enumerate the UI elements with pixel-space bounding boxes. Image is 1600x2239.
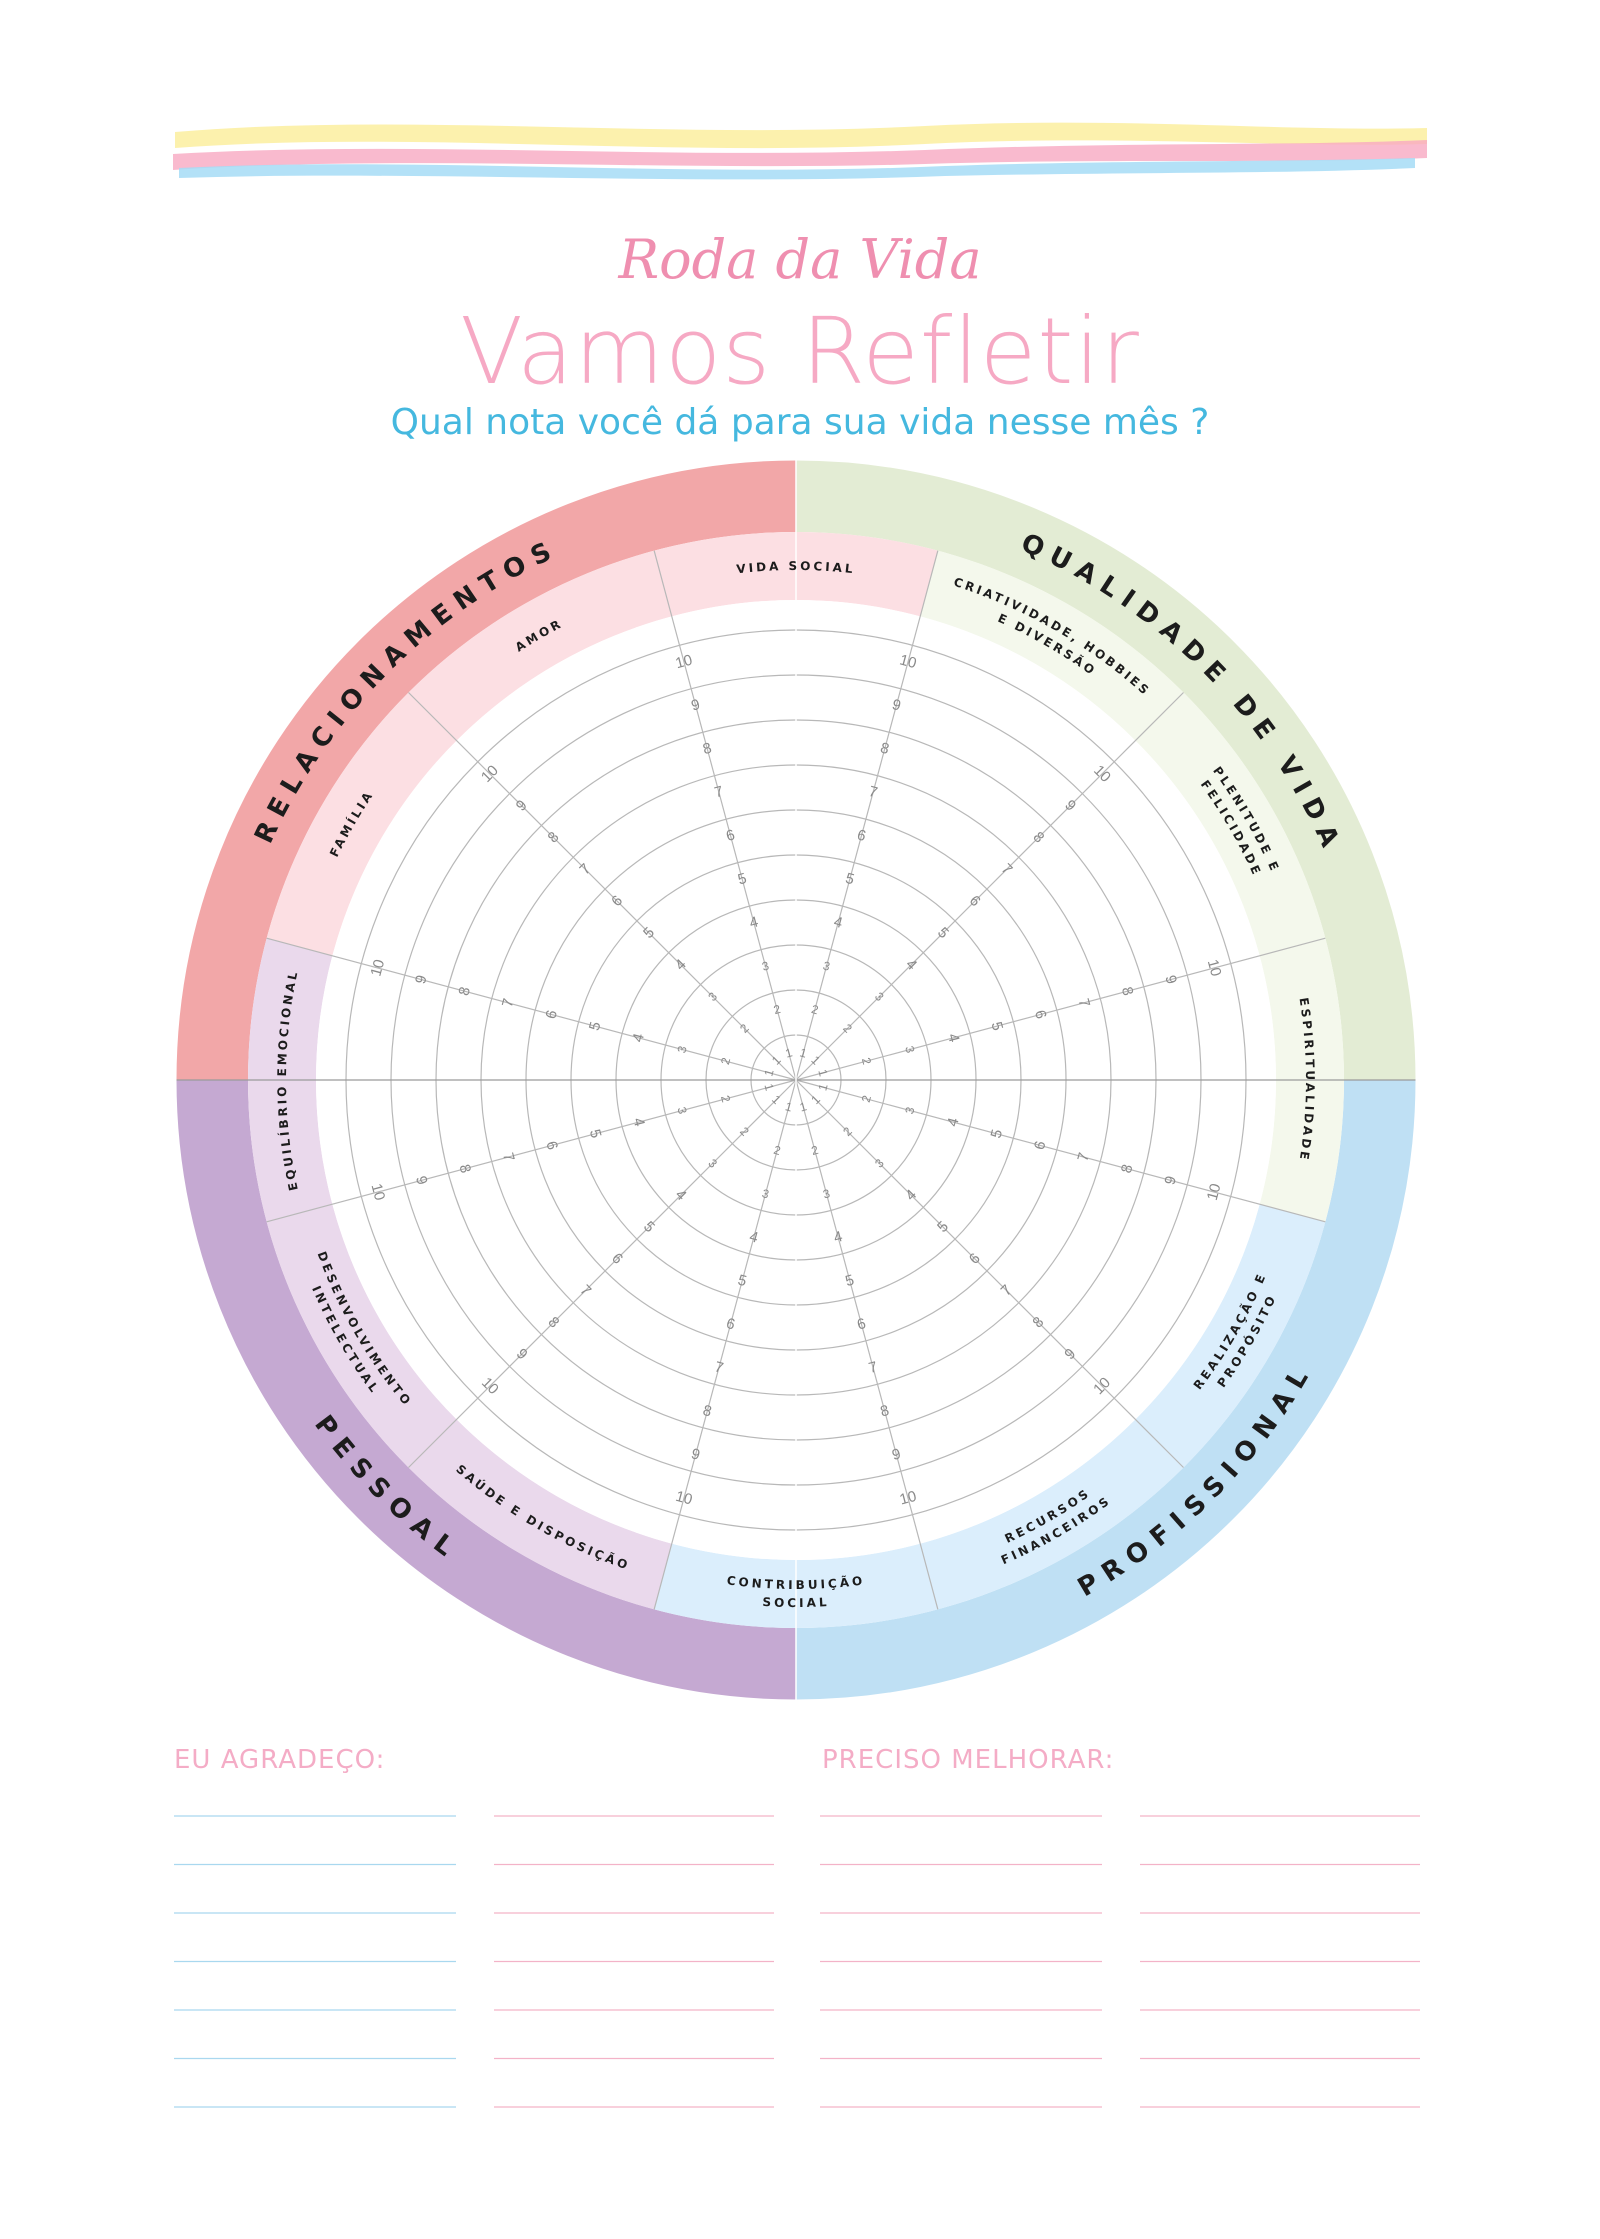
grateful-heading: EU AGRADEÇO: [174, 1745, 386, 1775]
area-band [266, 692, 457, 956]
scale-number: 2 [718, 1056, 733, 1066]
scale-number: 10 [367, 958, 388, 979]
watercolor-banner [173, 122, 1427, 180]
scale-number: 1 [784, 1099, 794, 1114]
spoke-line [408, 692, 797, 1081]
page-title: Vamos Refletir [460, 298, 1140, 405]
scale-number: 3 [674, 1044, 689, 1054]
scale-number: 2 [718, 1094, 733, 1104]
area-label: CONTRIBUIÇÃO [726, 1573, 866, 1592]
area-label: VIDA SOCIAL [736, 559, 857, 576]
group-band [176, 460, 796, 1080]
scale-number: 2 [772, 1002, 782, 1017]
area-band [1135, 692, 1326, 956]
question-subtitle: Qual nota você dá para sua vida nesse mê… [390, 402, 1210, 443]
scale-number: 10 [1204, 1182, 1225, 1203]
scale-number: 3 [760, 958, 770, 973]
scale-number: 1 [798, 1045, 808, 1060]
scale-number: 3 [902, 1105, 917, 1115]
scale-number: 10 [898, 1488, 919, 1509]
scale-number: 3 [760, 1186, 770, 1201]
area-band [408, 1419, 672, 1610]
area-band [408, 550, 672, 741]
scale-number: 2 [859, 1094, 874, 1104]
spoke-line [795, 1079, 939, 1610]
area-band [1135, 1204, 1326, 1468]
script-title: Roda da Vida [618, 228, 982, 291]
scale-number: 3 [821, 958, 831, 973]
scale-number: 10 [367, 1182, 388, 1203]
spoke-line [795, 937, 1326, 1081]
spoke-line [795, 550, 939, 1081]
spoke-line [795, 1079, 1326, 1223]
area-band [920, 1419, 1184, 1610]
group-band [796, 1080, 1416, 1700]
scale-number: 2 [810, 1002, 820, 1017]
scale-number: 10 [1204, 958, 1225, 979]
scale-number: 10 [898, 651, 919, 672]
scale-number: 1 [815, 1082, 830, 1092]
scale-number: 10 [674, 651, 695, 672]
spoke-line [653, 1079, 797, 1610]
group-band [176, 1080, 796, 1700]
area-band [920, 550, 1184, 741]
scale-number: 1 [784, 1045, 794, 1060]
scale-number: 10 [674, 1488, 695, 1509]
spoke-line [795, 1079, 1184, 1468]
spoke-line [795, 692, 1184, 1081]
area-band [266, 1204, 457, 1468]
scale-number: 1 [798, 1099, 808, 1114]
spoke-line [266, 1079, 797, 1223]
scale-number: 2 [772, 1143, 782, 1158]
scale-number: 1 [761, 1082, 776, 1092]
wheel-outline [175, 459, 1417, 1701]
scale-number: 2 [859, 1056, 874, 1066]
spoke-line [408, 1079, 797, 1468]
scale-number: 3 [821, 1186, 831, 1201]
scale-number: 3 [902, 1044, 917, 1054]
spoke-line [653, 550, 797, 1081]
scale-number: 3 [674, 1105, 689, 1115]
group-band [796, 460, 1416, 1080]
spoke-line [266, 937, 797, 1081]
scale-number: 1 [761, 1067, 776, 1077]
improve-heading: PRECISO MELHORAR: [822, 1745, 1115, 1775]
scale-number: 2 [810, 1143, 820, 1158]
area-label: SOCIAL [762, 1595, 830, 1610]
scale-number: 1 [815, 1068, 830, 1078]
